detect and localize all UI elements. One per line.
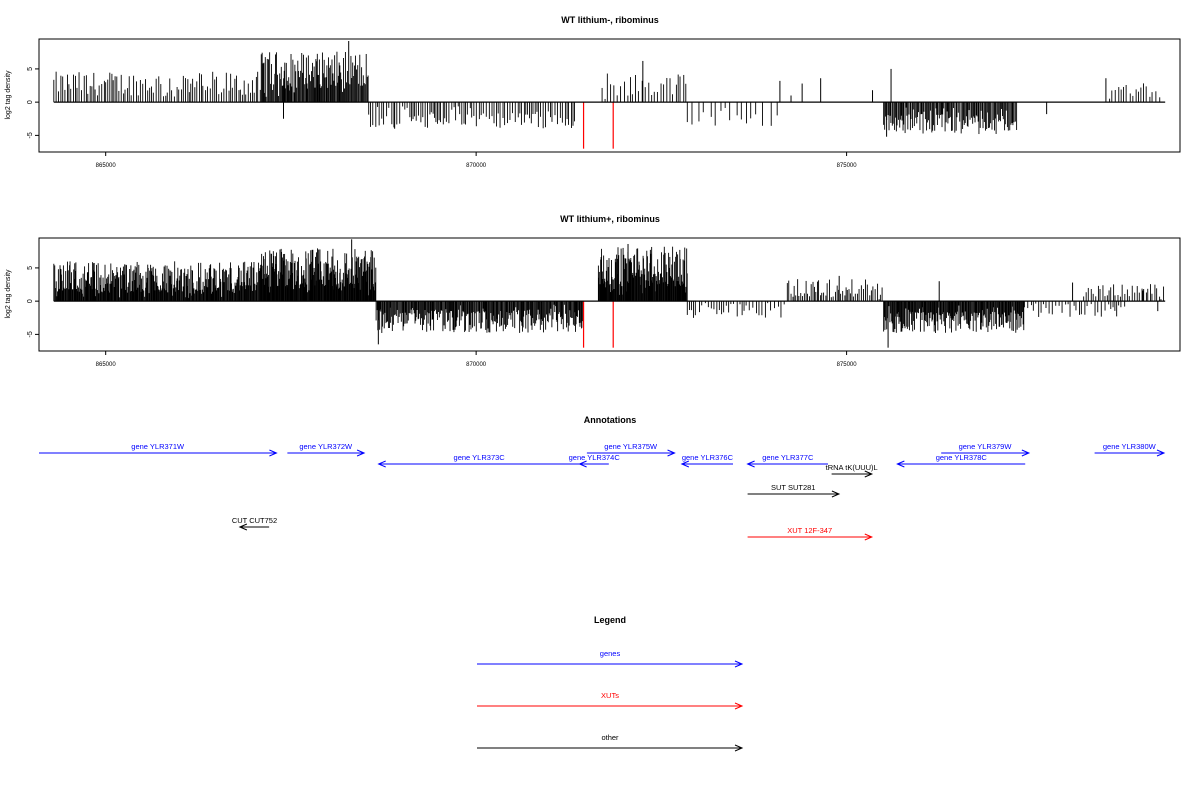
annotation-feature: gene YLR380W [1094, 442, 1166, 457]
y-axis-ticks: -5 0 5 [27, 67, 39, 138]
arrow-head [356, 449, 366, 457]
plot-frame [38, 237, 1181, 352]
annotation-feature: gene YLR376C [680, 453, 734, 468]
arrow-head [377, 460, 386, 468]
y-tick-label: 0 [27, 299, 34, 303]
track-title: WT lithium+, ribominus [560, 214, 660, 224]
track-panel-lithium-minus: WT lithium-, ribominus log2 tag density … [5, 15, 1181, 169]
feature-label: gene YLR380W [1103, 442, 1157, 451]
x-axis-ticks: 865000 870000 875000 [96, 351, 858, 368]
x-axis-ticks: 865000 870000 875000 [96, 152, 858, 169]
legend-label: XUTs [601, 691, 619, 700]
x-tick-label: 870000 [466, 362, 487, 368]
track-title: WT lithium-, ribominus [561, 15, 659, 25]
annotation-feature: gene YLR379W [941, 442, 1031, 457]
x-tick-label: 875000 [837, 163, 858, 169]
y-axis-label: log2 tag density [5, 269, 12, 319]
feature-label: gene YLR373C [454, 453, 506, 462]
arrow-head [896, 460, 905, 468]
x-tick-label: 870000 [466, 163, 487, 169]
arrow-head [864, 533, 874, 541]
x-tick-label: 875000 [837, 362, 858, 368]
annotation-feature: gene YLR375W [586, 442, 676, 457]
annotation-feature: XUT 12F-347 [747, 526, 874, 541]
legend-entries: genes XUTs other [477, 649, 744, 752]
feature-label: gene YLR376C [682, 453, 734, 462]
annotation-feature: tRNA tK(UUU)L [826, 463, 878, 478]
arrow-head [667, 449, 676, 457]
arrow-head [238, 523, 248, 531]
highlight-bars [582, 301, 614, 348]
arrow-head [864, 470, 874, 478]
legend-entry: XUTs [477, 691, 744, 710]
feature-label: gene YLR374C [569, 453, 621, 462]
annotation-feature: gene YLR372W [287, 442, 366, 457]
y-axis-ticks: -5 0 5 [27, 266, 39, 337]
arrow-head [746, 460, 755, 468]
feature-label: gene YLR372W [299, 442, 353, 451]
tag-density-bars [53, 40, 1161, 137]
arrow-head [269, 449, 278, 457]
feature-label: XUT 12F-347 [787, 526, 832, 535]
y-tick-label: 5 [27, 67, 34, 71]
y-tick-label: -5 [27, 132, 34, 138]
arrow-head [734, 660, 744, 668]
legend-panel: Legend genes XUTs other [477, 615, 744, 752]
feature-label: gene YLR375W [604, 442, 658, 451]
feature-label: gene YLR377C [762, 453, 814, 462]
legend-label: other [601, 733, 619, 742]
arrow-head [1156, 449, 1166, 457]
arrow-head [831, 490, 841, 498]
legend-title: Legend [594, 615, 626, 625]
arrow-head [1021, 449, 1031, 457]
y-tick-label: 5 [27, 266, 34, 270]
annotation-feature: SUT SUT281 [747, 483, 841, 498]
track-panel-lithium-plus: WT lithium+, ribominus log2 tag density … [5, 214, 1181, 368]
annotation-features: gene YLR371W gene YLR372W gene YLR373C gene… [39, 442, 1166, 541]
feature-label: gene YLR378C [936, 453, 988, 462]
feature-label: tRNA tK(UUU)L [826, 463, 878, 472]
x-tick-label: 865000 [96, 362, 117, 368]
x-tick-label: 865000 [96, 163, 117, 169]
highlight-bars [582, 102, 614, 149]
y-tick-label: -5 [27, 331, 34, 337]
y-axis-label: log2 tag density [5, 70, 12, 120]
annotation-feature: gene YLR377C [746, 453, 828, 468]
feature-label: SUT SUT281 [771, 483, 815, 492]
legend-entry: genes [477, 649, 744, 668]
y-tick-label: 0 [27, 100, 34, 104]
tag-density-bars [53, 239, 1165, 348]
feature-label: gene YLR371W [131, 442, 185, 451]
annotations-title: Annotations [584, 415, 637, 425]
annotations-panel: Annotations gene YLR371W gene YLR372Wgene… [39, 415, 1166, 541]
arrow-head [734, 702, 744, 710]
arrow-head [578, 460, 587, 468]
annotation-feature: gene YLR378C [896, 453, 1026, 468]
annotation-feature: gene YLR374C [569, 453, 621, 468]
legend-entry: other [477, 733, 744, 752]
annotation-feature: gene YLR373C [377, 453, 580, 468]
legend-label: genes [600, 649, 621, 658]
feature-label: CUT CUT752 [232, 516, 277, 525]
annotation-feature: CUT CUT752 [232, 516, 277, 531]
arrow-head [680, 460, 690, 468]
feature-label: gene YLR379W [959, 442, 1013, 451]
plot-frame [38, 38, 1181, 153]
annotation-feature: gene YLR371W [39, 442, 278, 457]
arrow-head [734, 744, 744, 752]
